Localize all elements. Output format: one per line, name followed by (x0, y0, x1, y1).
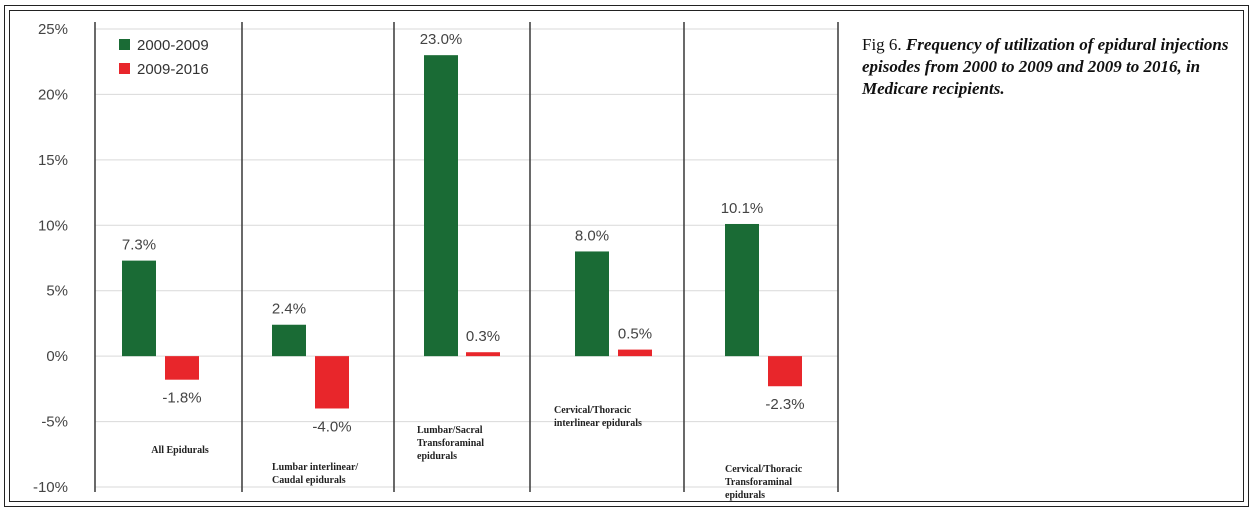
bar-2000-2009-4 (725, 223, 759, 357)
data-label: 0.3% (466, 328, 500, 345)
category-label: Transforaminal (417, 438, 484, 449)
data-label: 10.1% (721, 200, 764, 217)
bar-2000-2009-0 (122, 260, 156, 357)
y-tick-label: -5% (41, 414, 68, 431)
y-tick-label: 5% (46, 283, 68, 300)
inner-frame (9, 10, 1244, 502)
category-label: epidurals (417, 451, 457, 462)
legend-label: 2000-2009 (137, 37, 209, 54)
category-label: Cervical/Thoracic (554, 405, 632, 416)
data-label: -2.3% (765, 396, 804, 413)
category-separators (94, 22, 839, 492)
bar-2009-2016-1 (315, 356, 349, 409)
category-label: Cervical/Thoracic (725, 464, 803, 475)
bars (122, 55, 802, 409)
category-label: Lumbar/Sacral (417, 425, 483, 436)
grid-layer (95, 28, 838, 488)
y-tick-label: 20% (38, 86, 68, 103)
y-axis-ticks: 25% 20% 15% 10% 5% 0% -5% -10% (33, 21, 68, 496)
category-labels: All Epidurals Lumbar interlinear/Caudal e… (151, 405, 803, 501)
data-label: 8.0% (575, 227, 609, 244)
bar-2009-2016-2 (466, 352, 500, 357)
figure-caption: Fig 6. Frequency of utilization of epidu… (862, 34, 1232, 100)
y-tick-label: 15% (38, 152, 68, 169)
data-label: 2.4% (272, 301, 306, 318)
y-tick-label: 10% (38, 217, 68, 234)
legend: 2000-2009 2009-2016 (119, 37, 209, 78)
bar-2009-2016-4 (768, 356, 802, 387)
category-label: All Epidurals (151, 445, 209, 456)
legend-swatch (119, 39, 130, 50)
category-label: Caudal epidurals (272, 475, 346, 486)
y-tick-label: 0% (46, 348, 68, 365)
legend-label: 2009-2016 (137, 61, 209, 78)
bar-2000-2009-2 (424, 55, 458, 357)
bar-2000-2009-1 (272, 324, 306, 357)
category-label: Lumbar interlinear/ (272, 462, 358, 473)
figure-description: Frequency of utilization of epidural inj… (862, 35, 1229, 98)
legend-swatch (119, 63, 130, 74)
category-label: Transforaminal (725, 477, 792, 488)
y-tick-label: -10% (33, 479, 68, 496)
bar-2000-2009-3 (575, 251, 609, 357)
bar-2009-2016-0 (165, 356, 199, 380)
category-label: interlinear epidurals (554, 418, 642, 429)
data-label: 23.0% (420, 31, 463, 48)
data-label: 7.3% (122, 237, 156, 254)
category-label: epidurals (725, 490, 765, 501)
data-label: 0.5% (618, 326, 652, 343)
data-label: -4.0% (312, 418, 351, 435)
bar-2009-2016-3 (618, 349, 652, 357)
data-labels: 7.3% 2.4% 23.0% 8.0% 10.1% -1.8% -4.0% 0.3% 0.5%… (122, 31, 805, 435)
figure-label: Fig 6. (862, 35, 906, 54)
y-tick-label: 25% (38, 21, 68, 38)
data-label: -1.8% (162, 390, 201, 407)
outer-frame (4, 5, 1249, 507)
